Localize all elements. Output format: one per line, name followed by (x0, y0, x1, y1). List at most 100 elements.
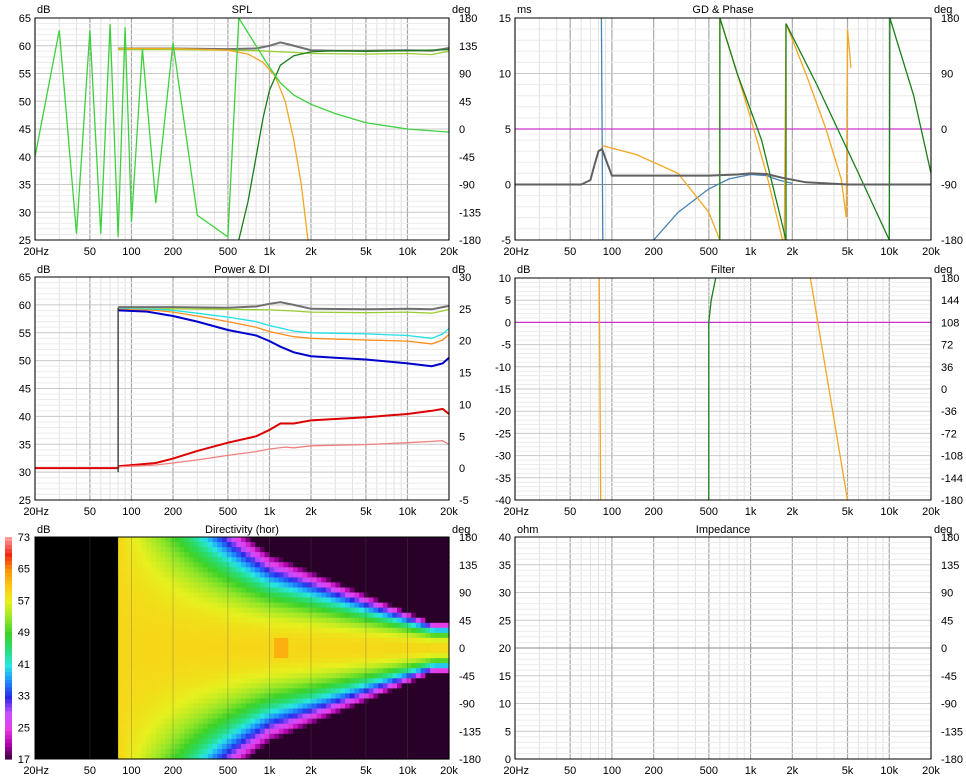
heatmap-cell (378, 698, 384, 705)
heatmap-cell (411, 658, 417, 664)
heatmap-cell (231, 738, 237, 745)
heatmap-cell (245, 612, 251, 619)
right-unit: deg (452, 524, 470, 536)
heatmap-cell (316, 743, 322, 750)
heatmap-cell (330, 572, 337, 578)
heatmap-cell (326, 537, 332, 543)
y-right-tick: 45 (459, 615, 471, 627)
heatmap-cell (141, 728, 147, 735)
heatmap-cell (255, 627, 261, 634)
heatmap-cell (382, 708, 389, 715)
heatmap-cell (231, 698, 237, 705)
heatmap-cell (311, 754, 318, 760)
heatmap-cell (222, 708, 228, 715)
heatmap-cell (122, 542, 129, 548)
heatmap-cell (245, 557, 251, 563)
heatmap-cell (444, 637, 450, 644)
heatmap-cell (397, 653, 403, 659)
heatmap-cell (217, 713, 223, 720)
heatmap-cell (439, 743, 445, 750)
heatmap-cell (349, 673, 355, 679)
heatmap-cell (330, 713, 337, 720)
heatmap-cell (311, 678, 318, 684)
heatmap-cell (236, 602, 242, 609)
heatmap-cell (283, 557, 289, 563)
heatmap-cell (283, 713, 289, 720)
heatmap-cell (321, 577, 327, 583)
heatmap-cell (420, 673, 426, 679)
heatmap-cell (425, 723, 431, 730)
heatmap-cell (146, 668, 152, 674)
heatmap-cell (354, 627, 360, 634)
heatmap-cell (184, 572, 190, 578)
heatmap-cell (184, 748, 190, 755)
heatmap-cell (198, 738, 204, 745)
heatmap-cell (231, 718, 237, 725)
heatmap-cell (382, 632, 389, 639)
heatmap-cell (226, 597, 233, 604)
heatmap-cell (132, 653, 138, 659)
heatmap-cell (345, 703, 351, 710)
heatmap-cell (259, 673, 266, 679)
heatmap-cell (392, 693, 398, 699)
heatmap-cell (368, 557, 374, 563)
heatmap-cell (245, 673, 251, 679)
heatmap-cell (207, 637, 214, 644)
heatmap-cell (132, 587, 138, 594)
heatmap-cell (425, 708, 431, 715)
heatmap-cell (198, 723, 204, 730)
heatmap-cell (425, 622, 431, 629)
heatmap-cell (269, 637, 275, 644)
heatmap-cell (226, 663, 233, 669)
heatmap-cell (184, 754, 190, 760)
heatmap-cell (203, 748, 209, 755)
heatmap-cell (321, 653, 327, 659)
heatmap-cell (160, 632, 166, 639)
x-tick: 100 (122, 765, 140, 777)
heatmap-cell (236, 552, 242, 558)
heatmap-cell (302, 678, 308, 684)
heatmap-cell (425, 602, 431, 609)
heatmap-cell (311, 577, 318, 583)
heatmap-cell (151, 668, 157, 674)
heatmap-cell (250, 698, 256, 705)
heatmap-cell (349, 542, 355, 548)
heatmap-cell (302, 653, 308, 659)
heatmap-cell (330, 748, 337, 755)
heatmap-cell (288, 562, 294, 568)
heatmap-cell (203, 738, 209, 745)
heatmap-cell (132, 708, 138, 715)
heatmap-cell (160, 562, 166, 568)
heatmap-cell (326, 552, 332, 558)
heatmap-cell (146, 542, 152, 548)
y-right-tick: 180 (459, 13, 477, 25)
heatmap-cell (264, 743, 270, 750)
y-left-tick: 40 (19, 152, 31, 164)
heatmap-cell (345, 643, 351, 649)
heatmap-cell (330, 668, 337, 674)
heatmap-cell (288, 567, 294, 573)
heatmap-cell (118, 718, 124, 725)
heatmap-cell (354, 592, 360, 599)
heatmap-cell (430, 663, 436, 669)
heatmap-cell (269, 597, 275, 604)
heatmap-cell (184, 602, 190, 609)
heatmap-cell (137, 607, 143, 614)
y-left-tick: 5 (505, 726, 511, 738)
heatmap-cell (137, 668, 143, 674)
heatmap-cell (392, 552, 398, 558)
heatmap-cell (397, 537, 403, 543)
heatmap-cell (430, 562, 436, 568)
heatmap-cell (307, 743, 313, 750)
heatmap-cell (378, 632, 384, 639)
heatmap-cell (137, 567, 143, 573)
heatmap-cell (434, 542, 441, 548)
heatmap-cell (354, 673, 360, 679)
heatmap-cell (406, 612, 412, 619)
heatmap-cell (141, 748, 147, 755)
heatmap-cell (373, 658, 379, 664)
heatmap-cell (345, 612, 351, 619)
heatmap-cell (439, 678, 445, 684)
heatmap-cell (415, 602, 422, 609)
heatmap-cell (236, 587, 242, 594)
